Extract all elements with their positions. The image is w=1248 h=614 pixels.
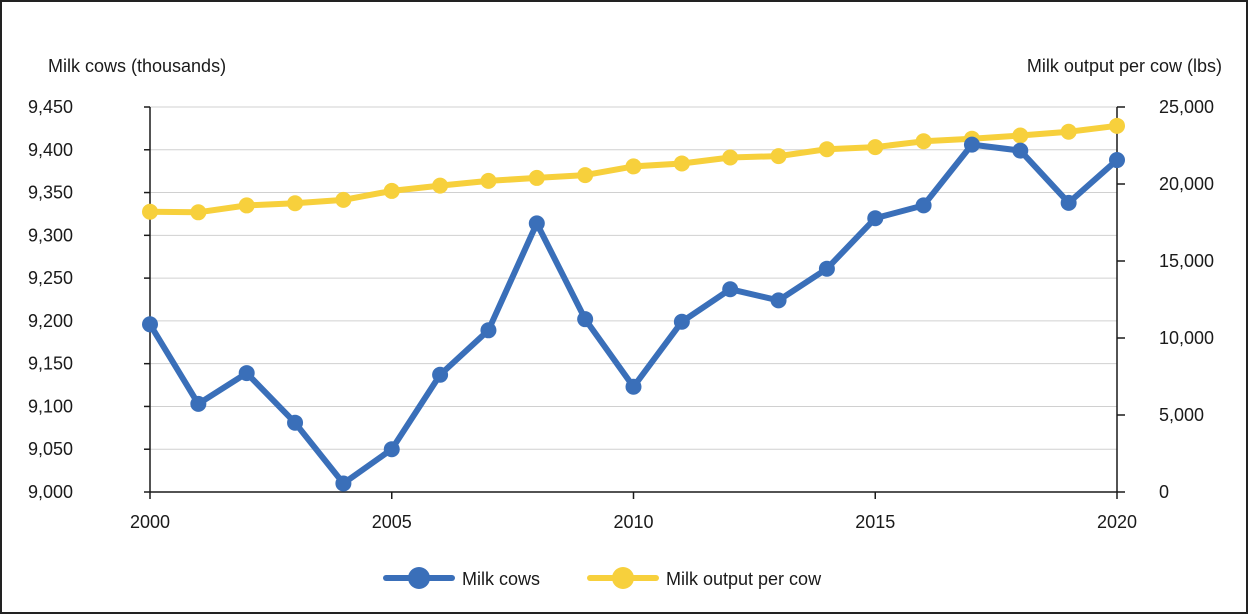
milk-output-per-cow-point bbox=[770, 148, 787, 165]
left-tick-label: 9,200 bbox=[28, 311, 73, 331]
milk-output-per-cow-point bbox=[915, 133, 932, 150]
milk-cows-point bbox=[1060, 194, 1077, 211]
milk-output-per-cow-point bbox=[528, 169, 545, 186]
milk-cows-point bbox=[383, 441, 400, 458]
right-tick-label: 25,000 bbox=[1159, 97, 1214, 117]
series-lines bbox=[142, 117, 1125, 492]
right-tick-label: 10,000 bbox=[1159, 328, 1214, 348]
milk-cows-point bbox=[1109, 152, 1125, 169]
left-tick-label: 9,450 bbox=[28, 97, 73, 117]
milk-output-per-cow-point bbox=[673, 155, 690, 172]
left-tick-label: 9,250 bbox=[28, 268, 73, 288]
milk-cows-point bbox=[818, 260, 835, 277]
milk-cows-legend-label: Milk cows bbox=[462, 569, 540, 589]
milk-output-per-cow-point bbox=[1109, 117, 1125, 134]
milk-cows-point bbox=[915, 197, 932, 214]
milk-cows-point bbox=[867, 210, 884, 227]
milk-cows-point bbox=[673, 313, 690, 330]
milk-cows-point bbox=[480, 322, 497, 339]
right-tick-label: 0 bbox=[1159, 482, 1169, 502]
x-tick-label: 2000 bbox=[130, 512, 170, 532]
left-tick-label: 9,350 bbox=[28, 183, 73, 203]
milk-output-per-cow-point bbox=[190, 204, 207, 221]
right-tick-label: 20,000 bbox=[1159, 174, 1214, 194]
milk-cows-point bbox=[625, 378, 642, 395]
axes bbox=[144, 106, 1125, 499]
milk-output-per-cow-point bbox=[142, 203, 158, 220]
left-tick-label: 9,050 bbox=[28, 439, 73, 459]
milk-output-per-cow-point bbox=[480, 172, 497, 189]
milk-output-per-cow-point bbox=[1060, 123, 1077, 140]
left-tick-label: 9,300 bbox=[28, 225, 73, 245]
x-tick-label: 2015 bbox=[855, 512, 895, 532]
milk-output-per-cow-point bbox=[432, 177, 449, 194]
milk-cows-point bbox=[432, 366, 449, 383]
milk-cows-legend-marker bbox=[408, 567, 430, 589]
legend: Milk cows Milk output per cow bbox=[383, 567, 822, 589]
milk-cows-point bbox=[190, 395, 207, 412]
milk-output-per-cow-point bbox=[625, 158, 642, 175]
left-tick-label: 9,000 bbox=[28, 482, 73, 502]
milk-output-per-cow-point bbox=[577, 167, 594, 184]
milk-output-per-cow-point bbox=[335, 191, 352, 208]
milk-cows-point bbox=[287, 414, 304, 431]
milk-cows-point bbox=[238, 365, 255, 382]
milk-cows-point bbox=[142, 316, 158, 333]
x-tick-label: 2010 bbox=[613, 512, 653, 532]
milk-output-per-cow-legend-label: Milk output per cow bbox=[666, 569, 822, 589]
milk-output-per-cow-point bbox=[1012, 127, 1029, 144]
gridlines bbox=[150, 106, 1117, 450]
milk-cows-point bbox=[722, 281, 739, 298]
milk-output-per-cow-legend-marker bbox=[612, 567, 634, 589]
milk-output-per-cow-point bbox=[383, 182, 400, 199]
left-axis-title: Milk cows (thousands) bbox=[48, 56, 226, 76]
milk-cows-point bbox=[963, 136, 980, 153]
milk-output-per-cow-point bbox=[818, 141, 835, 158]
milk-output-per-cow-point bbox=[722, 149, 739, 166]
milk-cows-point bbox=[577, 311, 594, 328]
left-tick-label: 9,400 bbox=[28, 140, 73, 160]
right-axis-title: Milk output per cow (lbs) bbox=[1027, 56, 1222, 76]
tick-labels: 9,000 9,050 9,100 9,150 9,200 9,250 9,300 9,350… bbox=[28, 97, 1214, 532]
milk-output-per-cow-point bbox=[238, 197, 255, 214]
milk-cows-point bbox=[770, 292, 787, 309]
milk-output-per-cow-point bbox=[867, 139, 884, 156]
milk-cows-point bbox=[335, 475, 352, 492]
right-tick-label: 15,000 bbox=[1159, 251, 1214, 271]
right-tick-label: 5,000 bbox=[1159, 405, 1204, 425]
milk-cows-point bbox=[1012, 142, 1029, 159]
milk-cows-point bbox=[528, 215, 545, 232]
x-tick-label: 2020 bbox=[1097, 512, 1137, 532]
x-tick-label: 2005 bbox=[372, 512, 412, 532]
left-tick-label: 9,150 bbox=[28, 354, 73, 374]
left-tick-label: 9,100 bbox=[28, 396, 73, 416]
milk-output-per-cow-point bbox=[287, 195, 304, 212]
